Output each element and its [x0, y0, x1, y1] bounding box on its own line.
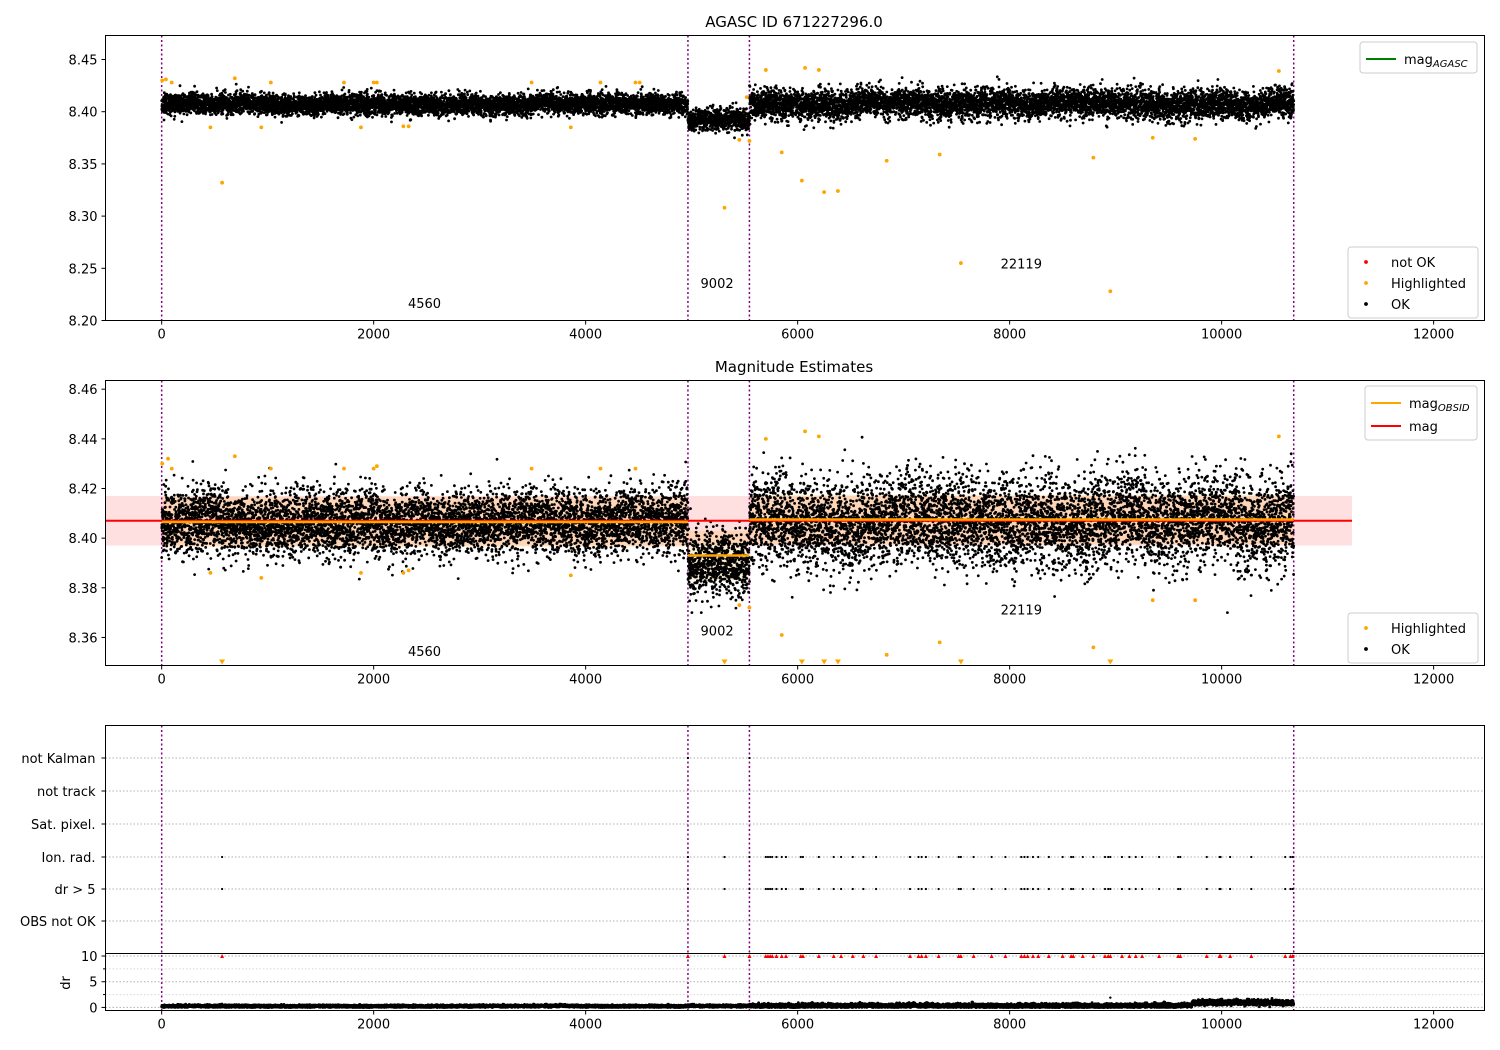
ok-point: [224, 91, 227, 94]
ok-point: [346, 111, 349, 114]
ok-point: [314, 91, 317, 94]
ok-point: [232, 113, 235, 116]
ok-point: [320, 116, 323, 119]
panel-agasc-title: AGASC ID 671227296.0: [705, 13, 883, 31]
ok-point: [229, 93, 232, 96]
ok-point: [282, 114, 285, 117]
ok-point: [293, 96, 296, 99]
ok-point: [298, 91, 301, 94]
ok-point: [311, 95, 314, 98]
ok-point: [181, 120, 184, 123]
ok-point: [265, 94, 268, 97]
ok-point: [263, 92, 266, 95]
ok-point: [224, 88, 227, 91]
ok-point: [173, 115, 176, 118]
ok-point: [193, 85, 196, 88]
ok-point: [183, 113, 186, 116]
ok-point: [359, 114, 362, 117]
ok-point: [274, 116, 277, 119]
ok-point: [343, 112, 346, 115]
ok-point: [324, 112, 327, 115]
ok-point: [163, 119, 166, 122]
ok-point: [189, 112, 192, 115]
ok-point: [179, 84, 182, 87]
ok-point: [351, 118, 354, 121]
ok-point: [196, 90, 199, 93]
ok-point: [315, 94, 318, 97]
ok-point: [291, 110, 294, 113]
ok-point: [337, 116, 340, 119]
ok-point: [352, 116, 355, 119]
ok-point: [216, 89, 219, 92]
ok-point: [348, 89, 351, 92]
ok-point: [268, 91, 271, 94]
ok-point: [344, 93, 347, 96]
ok-point: [211, 95, 214, 98]
ok-point: [298, 114, 301, 117]
ok-point: [318, 90, 321, 93]
ok-point: [247, 86, 250, 89]
ok-point: [317, 113, 320, 116]
ok-point: [215, 87, 218, 90]
ok-point: [226, 117, 229, 120]
ok-point: [292, 92, 295, 95]
ok-point: [236, 89, 239, 92]
ok-point: [284, 93, 287, 96]
ok-point: [356, 114, 359, 117]
ok-point: [170, 115, 173, 118]
ok-point: [289, 95, 292, 98]
ok-point: [241, 90, 244, 93]
ok-point: [272, 92, 275, 95]
ok-point: [280, 121, 283, 124]
ok-point: [254, 93, 257, 96]
ok-point: [235, 83, 238, 86]
ok-point: [173, 118, 176, 121]
ok-point: [251, 110, 254, 113]
ok-point: [360, 91, 363, 94]
ok-point: [211, 113, 214, 116]
ok-point: [227, 112, 230, 115]
ok-point: [242, 110, 245, 113]
ok-point: [342, 86, 345, 89]
figure: AGASC ID 671227296.0 4560900222119 0 2000…: [0, 0, 1500, 1050]
ok-point: [186, 113, 189, 116]
ok-point: [260, 90, 263, 93]
ok-point: [341, 89, 344, 92]
ok-point: [291, 113, 294, 116]
ok-point: [253, 112, 256, 115]
ok-point: [210, 93, 213, 96]
ok-point: [349, 112, 352, 115]
ok-point: [246, 90, 249, 93]
ok-point: [221, 113, 224, 116]
ok-point: [304, 94, 307, 97]
